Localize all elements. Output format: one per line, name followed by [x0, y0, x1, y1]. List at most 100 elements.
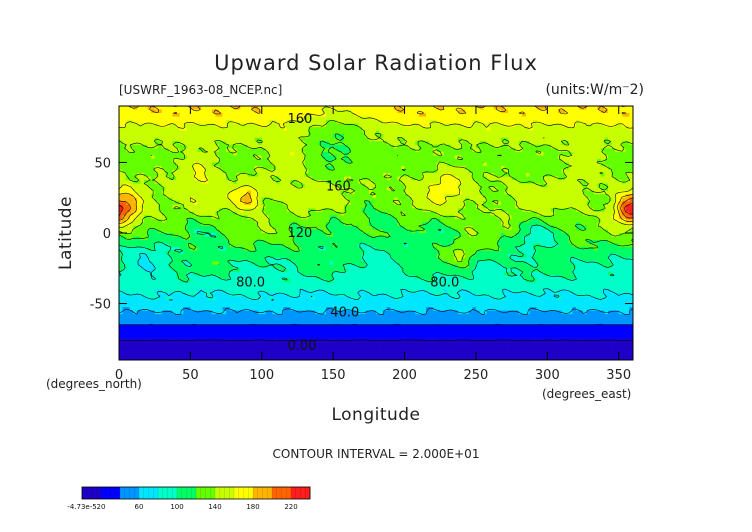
- heatmap-cell: [229, 197, 234, 202]
- heatmap-cell: [511, 162, 516, 167]
- heatmap-cell: [315, 106, 320, 110]
- heatmap-cell: [461, 144, 466, 149]
- heatmap-cell: [279, 183, 284, 188]
- heatmap-cell: [222, 120, 227, 124]
- heatmap-cell: [554, 106, 559, 110]
- heatmap-cell: [554, 120, 559, 124]
- heatmap-cell: [597, 134, 602, 139]
- heatmap-cell: [450, 158, 455, 163]
- heatmap-cell: [447, 158, 452, 163]
- heatmap-cell: [493, 148, 498, 153]
- heatmap-cell: [361, 162, 366, 167]
- heatmap-cell: [290, 120, 295, 124]
- heatmap-cell: [215, 218, 220, 223]
- heatmap-cell: [236, 151, 241, 156]
- heatmap-cell: [333, 123, 338, 128]
- heatmap-cell: [486, 197, 491, 202]
- heatmap-cell: [408, 222, 413, 227]
- heatmap-cell: [479, 113, 484, 117]
- heatmap-cell: [229, 211, 234, 216]
- heatmap-cell: [497, 144, 502, 149]
- heatmap-cell: [343, 183, 348, 188]
- heatmap-cell: [461, 148, 466, 153]
- heatmap-cell: [172, 225, 177, 230]
- heatmap-cell: [283, 134, 288, 139]
- heatmap-cell: [265, 194, 270, 199]
- heatmap-cell: [179, 218, 184, 223]
- heatmap-cell: [468, 162, 473, 167]
- heatmap-cell: [318, 183, 323, 188]
- heatmap-cell: [586, 204, 591, 209]
- heatmap-cell: [286, 211, 291, 216]
- heatmap-cell: [154, 116, 159, 121]
- heatmap-cell: [629, 222, 634, 227]
- heatmap-cell: [358, 134, 363, 139]
- heatmap-cell: [258, 134, 263, 139]
- heatmap-cell: [600, 218, 605, 223]
- heatmap-cell: [390, 169, 395, 174]
- heatmap-cell: [136, 183, 141, 188]
- heatmap-cell: [129, 218, 134, 223]
- heatmap-cell: [454, 130, 459, 135]
- heatmap-cell: [472, 130, 477, 135]
- heatmap-cell: [475, 201, 480, 206]
- heatmap-cell: [465, 151, 470, 156]
- heatmap-cell: [354, 134, 359, 139]
- heatmap-cell: [408, 173, 413, 177]
- heatmap-cell: [450, 197, 455, 202]
- heatmap-cell: [236, 183, 241, 188]
- heatmap-cell: [508, 169, 512, 174]
- heatmap-cell: [326, 194, 330, 199]
- heatmap-cell: [308, 127, 313, 132]
- heatmap-cell: [229, 190, 234, 195]
- heatmap-cell: [297, 194, 302, 199]
- heatmap-cell: [276, 222, 280, 227]
- heatmap-cell: [625, 106, 630, 110]
- heatmap-cell: [440, 215, 445, 220]
- heatmap-cell: [625, 208, 630, 213]
- heatmap-cell: [483, 169, 487, 174]
- heatmap-cell: [418, 187, 423, 192]
- heatmap-cell: [393, 130, 398, 135]
- heatmap-cell: [336, 208, 341, 213]
- heatmap-cell: [129, 123, 134, 128]
- heatmap-cell: [397, 106, 402, 110]
- heatmap-cell: [515, 109, 520, 114]
- heatmap-cell: [397, 134, 402, 139]
- heatmap-cell: [590, 127, 595, 132]
- heatmap-cell: [565, 190, 570, 195]
- heatmap-cell: [383, 173, 388, 177]
- heatmap-cell: [254, 109, 259, 114]
- heatmap-cell: [490, 144, 495, 149]
- heatmap-cell: [176, 225, 181, 230]
- heatmap-cell: [597, 123, 602, 128]
- heatmap-cell: [186, 127, 191, 132]
- heatmap-cell: [258, 109, 263, 114]
- heatmap-cell: [461, 183, 466, 188]
- heatmap-cell: [290, 165, 295, 170]
- heatmap-cell: [447, 215, 452, 220]
- heatmap-cell: [140, 134, 145, 139]
- heatmap-cell: [179, 190, 184, 195]
- heatmap-cell: [558, 197, 562, 202]
- heatmap-cell: [293, 225, 298, 230]
- heatmap-cell: [318, 134, 323, 139]
- heatmap-cell: [276, 162, 280, 167]
- heatmap-cell: [397, 211, 402, 216]
- heatmap-cell: [493, 197, 498, 202]
- heatmap-cell: [558, 162, 562, 167]
- heatmap-cell: [597, 176, 602, 181]
- heatmap-cell: [122, 130, 127, 135]
- heatmap-cell: [215, 158, 220, 163]
- heatmap-cell: [197, 120, 202, 124]
- heatmap-cell: [400, 225, 405, 230]
- heatmap-cell: [251, 116, 255, 121]
- heatmap-cell: [490, 127, 495, 132]
- heatmap-cell: [433, 197, 438, 202]
- heatmap-cell: [608, 155, 612, 160]
- heatmap-cell: [165, 215, 170, 220]
- heatmap-cell: [272, 162, 277, 167]
- heatmap-cell: [243, 123, 248, 128]
- heatmap-cell: [286, 215, 291, 220]
- heatmap-cell: [386, 165, 391, 170]
